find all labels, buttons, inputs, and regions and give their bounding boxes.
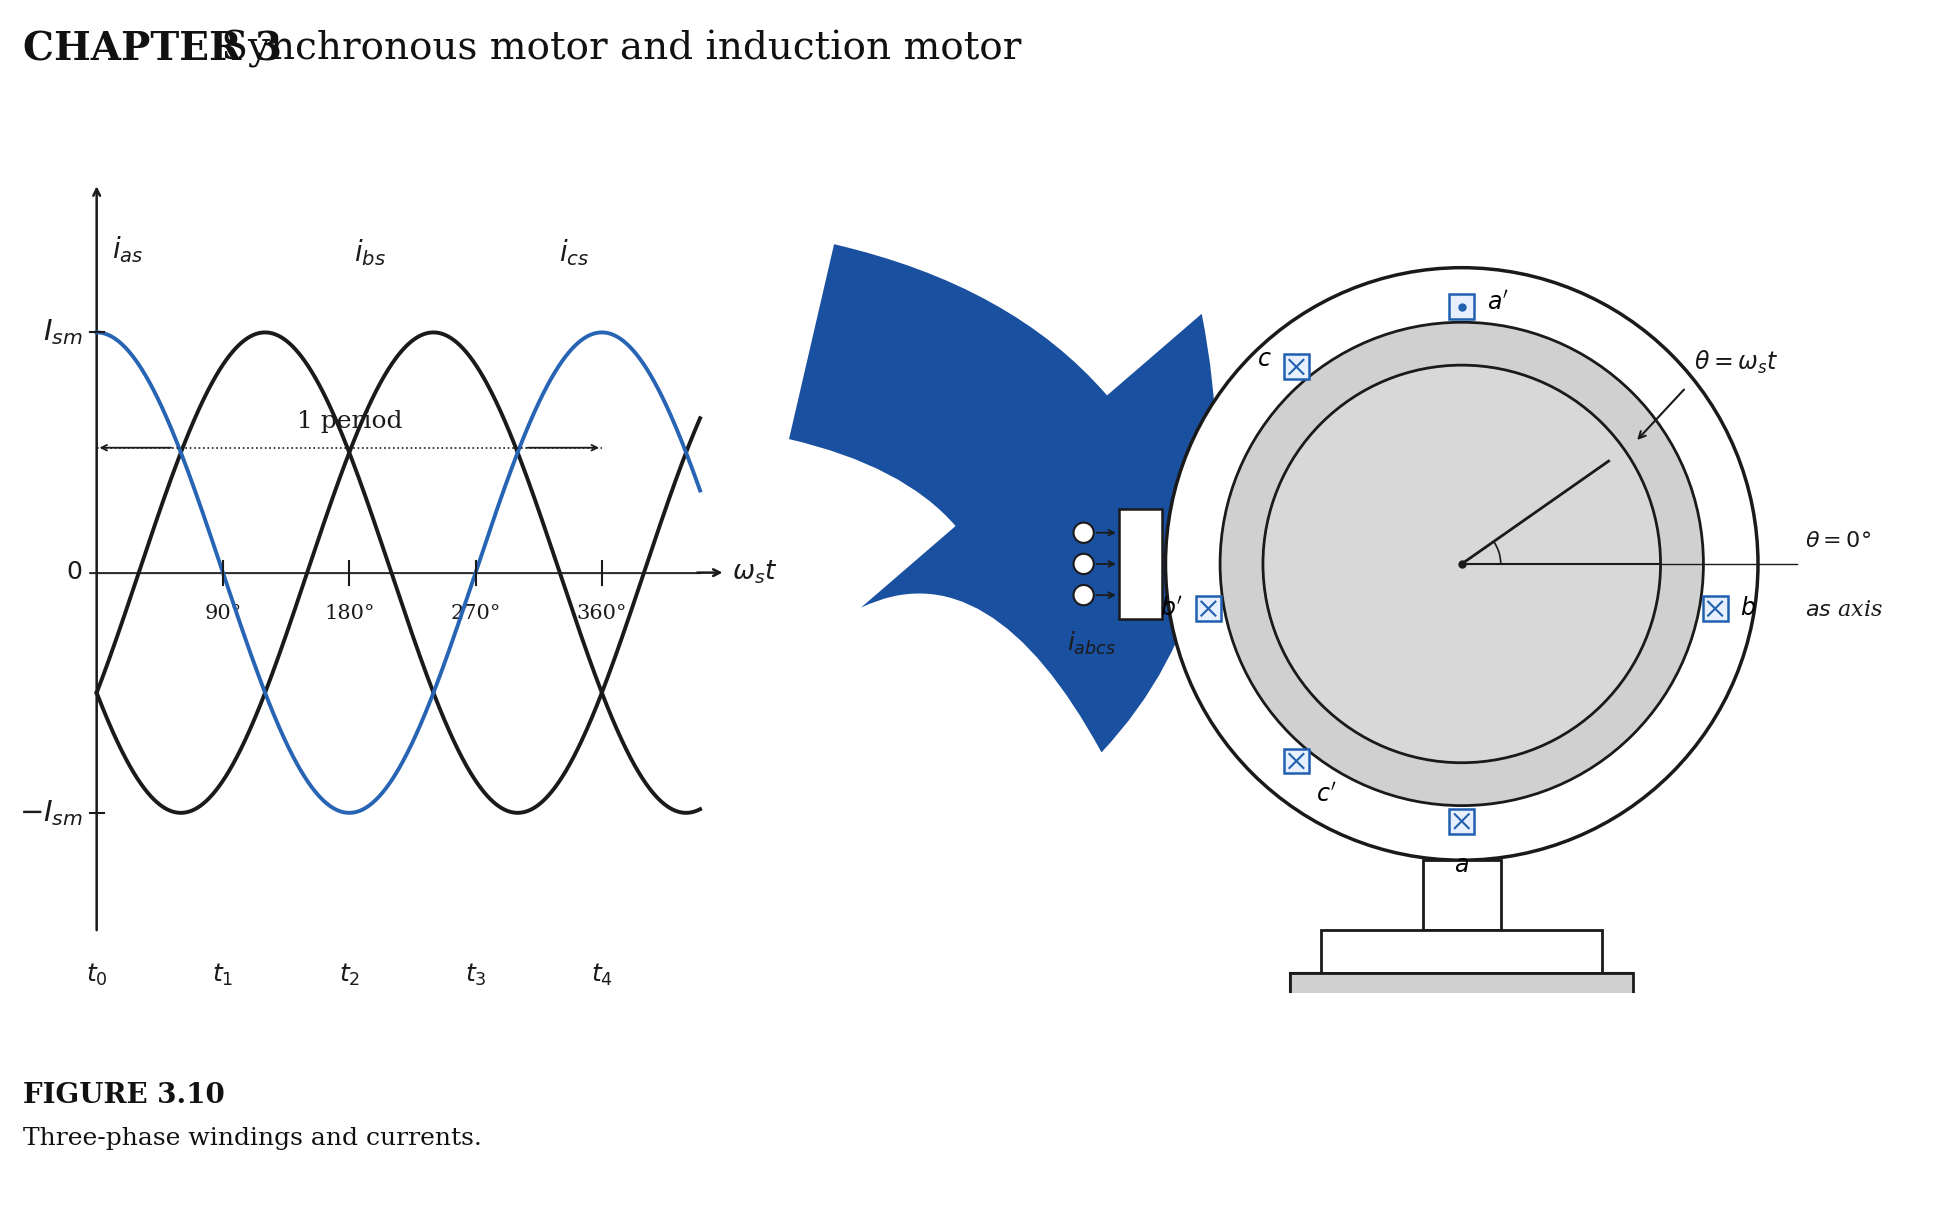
FancyBboxPatch shape [1449, 809, 1473, 833]
Text: CHAPTER 3: CHAPTER 3 [23, 30, 282, 68]
Text: $-I_{sm}$: $-I_{sm}$ [19, 798, 82, 828]
Text: $\theta = \omega_s t$: $\theta = \omega_s t$ [1693, 348, 1777, 376]
Bar [1290, 973, 1632, 1016]
Text: $a'$: $a'$ [1486, 291, 1508, 314]
Text: $i_{bs}$: $i_{bs}$ [355, 236, 386, 268]
Circle shape [1073, 554, 1093, 574]
Text: $i_{abcs}$: $i_{abcs}$ [1066, 630, 1116, 658]
Bar [1118, 509, 1161, 619]
Text: 1 period: 1 period [296, 410, 401, 434]
Text: $as$ axis: $as$ axis [1804, 599, 1882, 621]
Text: $i_{cs}$: $i_{cs}$ [559, 236, 588, 268]
Text: $t_1$: $t_1$ [212, 962, 234, 988]
Circle shape [1165, 268, 1757, 860]
Text: $t_4$: $t_4$ [590, 962, 612, 988]
Text: $I_{sm}$: $I_{sm}$ [43, 318, 82, 347]
Text: $t_2$: $t_2$ [339, 962, 360, 988]
Text: $0$: $0$ [66, 561, 82, 585]
Text: $\theta = 0°$: $\theta = 0°$ [1804, 530, 1870, 552]
FancyBboxPatch shape [1449, 295, 1473, 319]
Circle shape [1262, 365, 1660, 762]
Text: $b'$: $b'$ [1159, 597, 1182, 620]
Text: $c$: $c$ [1256, 347, 1270, 370]
Text: 270°: 270° [450, 604, 501, 622]
Text: Three-phase windings and currents.: Three-phase windings and currents. [23, 1127, 481, 1150]
Text: $t_3$: $t_3$ [464, 962, 487, 988]
Circle shape [1073, 523, 1093, 543]
FancyArrowPatch shape [789, 245, 1216, 753]
Text: FIGURE 3.10: FIGURE 3.10 [23, 1082, 226, 1108]
FancyBboxPatch shape [1703, 596, 1726, 621]
Text: $i_{as}$: $i_{as}$ [111, 234, 142, 266]
Text: $c'$: $c'$ [1315, 783, 1336, 806]
FancyBboxPatch shape [1196, 596, 1219, 621]
Text: 360°: 360° [577, 604, 627, 622]
Text: 90°: 90° [205, 604, 242, 622]
Text: $a$: $a$ [1453, 854, 1469, 877]
Text: $\omega_s t$: $\omega_s t$ [732, 559, 777, 586]
FancyBboxPatch shape [1321, 931, 1601, 973]
Text: 180°: 180° [323, 604, 374, 622]
FancyBboxPatch shape [1284, 749, 1309, 773]
Circle shape [1073, 585, 1093, 605]
Bar [1422, 860, 1500, 931]
FancyBboxPatch shape [1284, 354, 1309, 379]
Text: Synchronous motor and induction motor: Synchronous motor and induction motor [208, 30, 1021, 68]
Text: $t_0$: $t_0$ [86, 962, 107, 988]
Circle shape [1219, 323, 1703, 805]
Text: $b$: $b$ [1740, 597, 1755, 620]
Bar [1290, 973, 1632, 1016]
